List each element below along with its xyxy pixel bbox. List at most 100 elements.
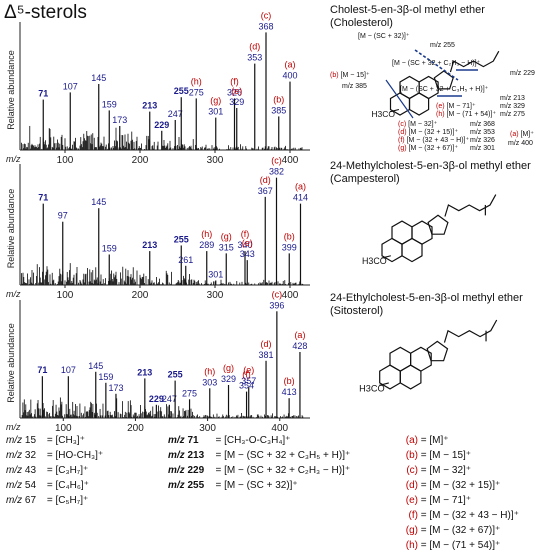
legend-tag: (e) bbox=[405, 495, 418, 506]
peak-mark-368: (c) bbox=[261, 10, 272, 20]
x-tick-label: 400 bbox=[282, 290, 299, 301]
legend-ion: = [C₅H₇]⁺ bbox=[46, 495, 89, 506]
fragmentation-lines bbox=[385, 49, 478, 119]
peak-label-414: 414 bbox=[293, 193, 308, 203]
legend-right-row: (a) = [M]⁺ bbox=[400, 433, 519, 448]
peak-label-326: 326 bbox=[227, 87, 242, 97]
legend-ion: = [M − 32]⁺ bbox=[418, 465, 472, 476]
o-bond bbox=[389, 108, 400, 113]
ring-d bbox=[426, 340, 449, 362]
x-tick-label: 100 bbox=[57, 290, 74, 301]
peak-label-275: 275 bbox=[189, 87, 204, 97]
legend-left-row: m/z 54 = [C₄H₆]⁺ bbox=[6, 478, 103, 493]
legend-tag: (g) bbox=[405, 525, 418, 536]
legend-right-row: (c) = [M − 32]⁺ bbox=[400, 463, 519, 478]
ann-mz229: m/z 229 bbox=[510, 70, 535, 77]
peak-label-71: 71 bbox=[37, 365, 47, 375]
ring-c bbox=[391, 220, 413, 245]
peak-mark-289: (h) bbox=[201, 229, 212, 239]
peak-label-382: 382 bbox=[269, 167, 284, 177]
ann-m15: (b) [M − 15]⁺ bbox=[330, 72, 370, 80]
peak-label-343: 343 bbox=[240, 249, 255, 259]
peak-label-255: 255 bbox=[174, 86, 189, 96]
peak-label-213: 213 bbox=[137, 367, 152, 377]
peak-label-385: 385 bbox=[271, 105, 286, 115]
legend-prefix: m/z bbox=[6, 450, 25, 461]
legend-ion: = [CH₃-O-C₃H₄]⁺ bbox=[215, 435, 291, 446]
legend-left-row: m/z 67 = [C₅H₇]⁺ bbox=[6, 493, 103, 508]
legend-prefix: m/z bbox=[6, 465, 25, 476]
ann-f-text: [M − (32 + 43 − H)]⁺ bbox=[406, 137, 470, 144]
peak-label-289: 289 bbox=[199, 240, 214, 250]
campesterol-trivial: (Campesterol) bbox=[330, 173, 400, 185]
ann-g-tag: (g) bbox=[398, 145, 407, 152]
ann-d-text: [M − (32 + 15)]⁺ bbox=[408, 129, 459, 136]
legend-prefix: m/z bbox=[6, 480, 25, 491]
peak-label-159: 159 bbox=[102, 99, 117, 109]
ann-mz275: m/z 275 bbox=[500, 111, 525, 118]
cholesterol-structure: H3CO bbox=[371, 50, 500, 119]
legend-mid-row: m/z 229 = [M − (SC + 32 + C₂H₃ − H)]⁺ bbox=[168, 463, 350, 478]
peak-mark-315: (g) bbox=[221, 231, 232, 241]
peak-label-329: 329 bbox=[221, 374, 236, 384]
ann-c: (c) [M − 32]⁺ bbox=[398, 121, 437, 129]
peak-label-368: 368 bbox=[258, 21, 273, 31]
peak-label-213: 213 bbox=[142, 240, 157, 250]
peak-mark-301: (g) bbox=[210, 96, 221, 106]
peak-label-413: 413 bbox=[282, 387, 297, 397]
peak-mark-326: (f) bbox=[230, 76, 239, 86]
x-tick-label: 400 bbox=[271, 423, 288, 434]
y-axis-label: Relative abundance bbox=[6, 50, 16, 130]
x-tick-label: 300 bbox=[199, 423, 216, 434]
legend-mz: 43 bbox=[24, 465, 37, 476]
peak-label-229: 229 bbox=[149, 394, 164, 404]
peak-label-159: 159 bbox=[102, 243, 117, 253]
sitosterol-title: 24-Ethylcholest-5-en-3β-ol methyl ether … bbox=[330, 292, 523, 318]
peak-mark-428: (a) bbox=[294, 330, 305, 340]
peak-mark-414: (a) bbox=[295, 182, 306, 192]
side-chain bbox=[449, 50, 500, 73]
legend-mz: 32 bbox=[24, 450, 37, 461]
legend-mz: 71 bbox=[187, 435, 199, 446]
ann-d-tag: (d) bbox=[398, 129, 407, 136]
x-tick-label: 300 bbox=[207, 155, 224, 166]
peak-label-97: 97 bbox=[58, 211, 68, 221]
legend-mid: m/z 71 = [CH₃-O-C₃H₄]⁺ m/z 213 = [M − (SC +… bbox=[168, 433, 350, 493]
spectrum-panel-2: Relative abundance m/z 100 200 300 400 71 97 145… bbox=[6, 156, 310, 301]
legend-prefix: m/z bbox=[168, 465, 188, 476]
legend-right-row: (b) = [M − 15]⁺ bbox=[400, 448, 519, 463]
legend-right: (a) = [M]⁺ (b) = [M − 15]⁺ (c) = [M − 32]⁺… bbox=[400, 433, 519, 553]
methoxy-label: H3CO bbox=[359, 383, 384, 393]
peak-mark-399: (b) bbox=[284, 231, 295, 241]
spectrum-panel-1: Relative abundance m/z 100 200 300 400 71 107 14… bbox=[6, 10, 310, 166]
ann-a: (a) [M]⁺ bbox=[510, 131, 534, 139]
peak-mark-367: (d) bbox=[260, 175, 271, 185]
peak-label-213: 213 bbox=[142, 101, 157, 111]
sitosterol-structure: H3CO bbox=[359, 319, 498, 393]
legend-ion: = [M − 71]⁺ bbox=[418, 495, 472, 506]
cleavage-line-4 bbox=[385, 79, 414, 119]
ring-c2 bbox=[410, 346, 432, 372]
peak-mark-400: (a) bbox=[285, 60, 296, 70]
peak-label-107: 107 bbox=[63, 81, 78, 91]
peak-label-275: 275 bbox=[182, 388, 197, 398]
ann-mz255: m/z 255 bbox=[430, 42, 455, 49]
peak-label-329: 329 bbox=[229, 97, 244, 107]
legend-left: m/z 15 = [CH₃]⁺ m/z 32 = [HO-CH₃]⁺ m/z 43 = [… bbox=[6, 433, 103, 508]
legend-tag: (f) bbox=[408, 510, 418, 521]
peak-label-301: 301 bbox=[208, 269, 223, 279]
legend-prefix: m/z bbox=[168, 450, 188, 461]
cleavage-line bbox=[414, 49, 459, 81]
peak-label-400: 400 bbox=[282, 71, 297, 81]
peak-mark-275: (h) bbox=[191, 76, 202, 86]
ann-a-tag: (a) bbox=[510, 131, 519, 138]
y-axis-label: Relative abundance bbox=[6, 189, 16, 269]
peak-mark-385: (b) bbox=[273, 94, 284, 104]
peak-label-145: 145 bbox=[88, 361, 103, 371]
ann-mz326: m/z 326 bbox=[470, 137, 495, 144]
ann-mz301: m/z 301 bbox=[470, 145, 495, 152]
x-tick-label: 300 bbox=[207, 290, 224, 301]
legend-tag: (b) bbox=[405, 450, 418, 461]
peak-label-145: 145 bbox=[91, 73, 106, 83]
peak-label-261: 261 bbox=[178, 255, 193, 265]
